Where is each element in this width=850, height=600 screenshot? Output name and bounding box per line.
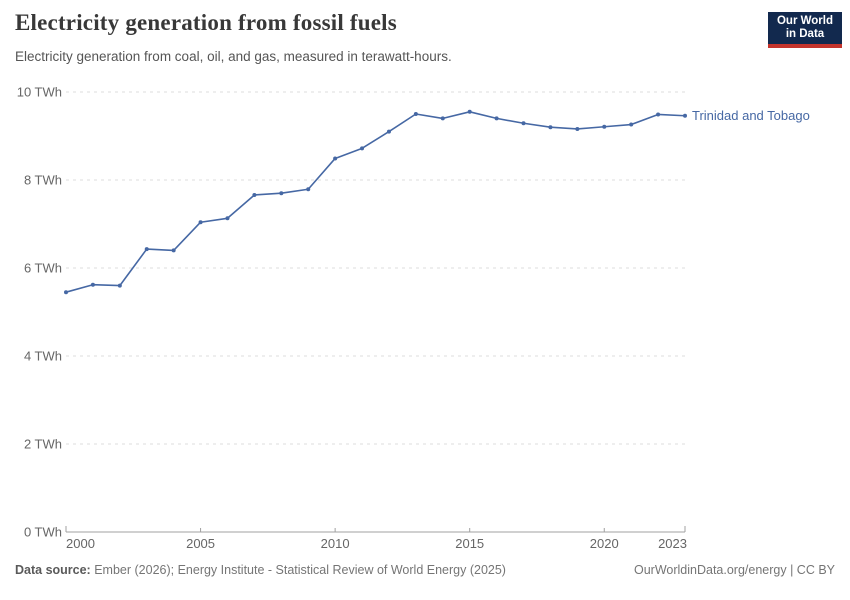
owid-logo-line2: in Data bbox=[785, 28, 825, 40]
data-point[interactable] bbox=[548, 125, 553, 130]
data-source-label: Data source: bbox=[15, 563, 91, 577]
data-source: Data source: Ember (2026); Energy Instit… bbox=[15, 563, 506, 577]
x-tick-label: 2015 bbox=[455, 536, 484, 551]
data-point[interactable] bbox=[333, 156, 338, 161]
data-point[interactable] bbox=[279, 191, 284, 196]
y-tick-label: 2 TWh bbox=[24, 437, 62, 452]
data-point[interactable] bbox=[306, 187, 311, 192]
page-title: Electricity generation from fossil fuels bbox=[15, 10, 397, 35]
y-tick-label: 0 TWh bbox=[24, 525, 62, 540]
line-chart: 0 TWh 2 TWh 4 TWh 6 TWh 8 TWh 10 TWh 2000 2005 2… bbox=[17, 85, 810, 552]
series-label[interactable]: Trinidad and Tobago bbox=[692, 108, 810, 123]
data-point[interactable] bbox=[252, 192, 257, 197]
credit-link[interactable]: OurWorldinData.org/energy | CC BY bbox=[633, 563, 835, 577]
data-point[interactable] bbox=[225, 216, 230, 221]
data-point[interactable] bbox=[386, 129, 391, 134]
data-point[interactable] bbox=[440, 116, 445, 121]
y-tick-label: 4 TWh bbox=[24, 349, 62, 364]
data-point[interactable] bbox=[64, 290, 68, 295]
x-tick-label: 2010 bbox=[321, 536, 350, 551]
data-point[interactable] bbox=[602, 124, 607, 129]
data-point[interactable] bbox=[521, 121, 526, 126]
data-point[interactable] bbox=[629, 122, 634, 127]
data-point[interactable] bbox=[90, 282, 95, 287]
data-point[interactable] bbox=[360, 146, 365, 151]
x-tick-label: 2000 bbox=[66, 536, 95, 551]
data-point[interactable] bbox=[467, 109, 472, 114]
x-tick-label: 2023 bbox=[658, 536, 687, 551]
y-tick-label: 10 TWh bbox=[17, 85, 62, 100]
y-tick-label: 8 TWh bbox=[24, 173, 62, 188]
data-point[interactable] bbox=[575, 126, 580, 131]
data-source-text: Ember (2026); Energy Institute - Statist… bbox=[90, 563, 506, 577]
y-tick-label: 6 TWh bbox=[24, 261, 62, 276]
owid-logo-line1: Our World bbox=[776, 15, 833, 27]
data-point[interactable] bbox=[413, 112, 418, 116]
x-tick-label: 2020 bbox=[590, 536, 619, 551]
chart-subtitle: Electricity generation from coal, oil, a… bbox=[15, 49, 452, 64]
data-point[interactable] bbox=[494, 116, 499, 121]
owid-logo[interactable]: Our World in Data bbox=[768, 12, 842, 48]
data-point[interactable] bbox=[198, 220, 203, 225]
x-tick-label: 2005 bbox=[186, 536, 215, 551]
chart-footer: Data source: Ember (2026); Energy Instit… bbox=[15, 563, 835, 577]
data-point[interactable] bbox=[144, 247, 149, 252]
data-point[interactable] bbox=[171, 248, 176, 253]
series-line[interactable] bbox=[65, 110, 686, 293]
data-point[interactable] bbox=[117, 283, 122, 288]
data-point[interactable] bbox=[656, 112, 661, 117]
data-point[interactable] bbox=[683, 113, 687, 118]
